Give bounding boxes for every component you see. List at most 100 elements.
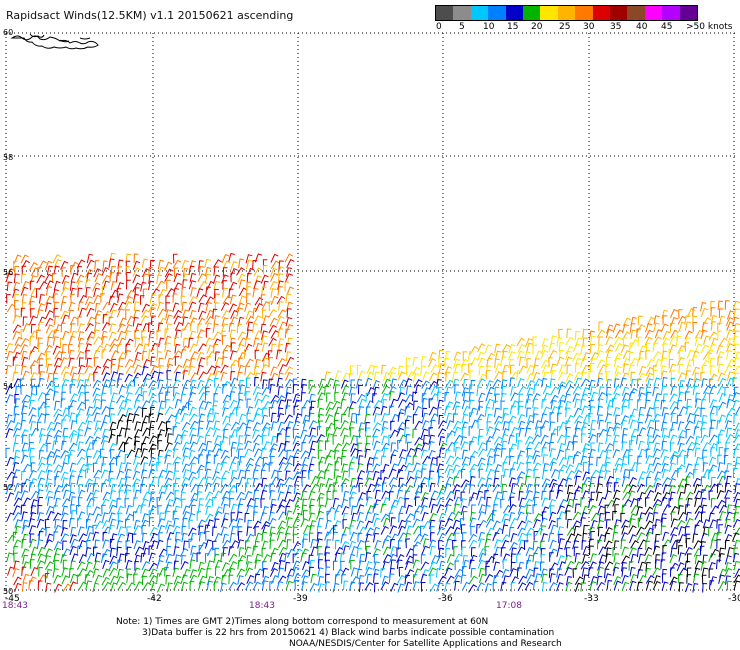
wind-barb: [188, 413, 198, 423]
wind-barb: [542, 385, 551, 395]
wind-barb: [38, 443, 48, 453]
wind-barb: [718, 547, 725, 558]
wind-barb: [237, 503, 243, 514]
wind-barb: [84, 343, 92, 353]
wind-barb: [221, 574, 227, 585]
wind-barb: [492, 379, 502, 388]
wind-barb: [46, 533, 54, 543]
wind-barb: [92, 282, 101, 292]
wind-barb: [286, 286, 294, 296]
lon-label: -30: [728, 594, 740, 604]
wind-barb: [628, 484, 637, 494]
wind-barb: [533, 441, 543, 451]
wind-barb: [84, 391, 90, 402]
wind-barb: [6, 303, 16, 313]
wind-barb: [660, 448, 668, 458]
wind-barb: [156, 539, 164, 550]
wind-barb: [6, 534, 16, 544]
wind-barb: [718, 315, 726, 326]
wind-barb: [582, 476, 592, 486]
wind-barb: [286, 548, 296, 558]
wind-barb: [732, 391, 740, 402]
wind-barb: [174, 531, 181, 542]
wind-barb: [558, 533, 563, 544]
wind-barb: [412, 574, 418, 584]
wind-barb: [356, 497, 364, 508]
wind-barb: [446, 490, 455, 500]
wind-barb: [174, 477, 181, 487]
wind-barb: [620, 377, 627, 388]
wind-barb: [21, 260, 30, 269]
wind-barb: [85, 350, 91, 360]
wind-barb: [39, 433, 46, 444]
wind-barb: [125, 309, 130, 319]
wind-barb: [694, 497, 701, 508]
wind-barb: [166, 498, 174, 509]
wind-barb: [486, 357, 493, 368]
wind-barb: [246, 321, 253, 331]
wind-barb: [540, 533, 548, 543]
wind-barb: [197, 504, 204, 514]
wind-barb: [332, 582, 340, 593]
wind-barb: [364, 377, 373, 387]
wind-barb: [325, 566, 331, 577]
wind-barb: [718, 337, 728, 347]
wind-barb: [78, 294, 88, 304]
wind-barb: [142, 373, 152, 383]
wind-barb: [533, 567, 539, 578]
lat-label: 54: [3, 382, 13, 391]
wind-barb: [212, 405, 218, 415]
wind-barb: [733, 462, 740, 472]
wind-barb: [150, 491, 156, 502]
wind-barb: [84, 365, 93, 374]
wind-barb: [733, 336, 739, 346]
wind-barb: [124, 349, 132, 360]
wind-barb: [165, 470, 173, 480]
wind-barb: [254, 391, 262, 402]
wind-barb: [494, 350, 502, 361]
wind-barb: [589, 335, 596, 346]
wind-barb: [222, 533, 229, 544]
wind-barb: [460, 436, 467, 446]
wind-barb: [604, 470, 611, 480]
wind-barb: [284, 552, 291, 563]
wind-barb: [396, 489, 403, 500]
wind-barb: [652, 342, 659, 353]
wind-barb: [644, 506, 654, 516]
wind-barb: [228, 546, 235, 556]
wind-barb: [692, 477, 701, 487]
wind-barb: [204, 524, 210, 534]
wind-barb: [230, 370, 236, 381]
wind-barb: [77, 372, 85, 382]
wind-barb: [317, 398, 323, 409]
wind-barb: [636, 506, 643, 516]
wind-barb: [566, 470, 576, 479]
wind-barb: [461, 426, 467, 437]
wind-barb: [188, 449, 196, 460]
wind-barb: [212, 540, 217, 551]
wind-barb: [686, 497, 693, 508]
wind-barb: [270, 399, 279, 410]
wind-barb: [365, 392, 371, 403]
wind-barb: [172, 456, 182, 466]
wind-barb: [324, 546, 330, 556]
wind-barb: [412, 581, 420, 591]
wind-barb: [142, 582, 152, 591]
wind-barb: [69, 316, 78, 326]
wind-barb: [484, 546, 490, 556]
wind-barb: [85, 448, 92, 458]
wind-barb: [517, 520, 526, 530]
wind-barb: [406, 525, 413, 535]
wind-barb: [348, 540, 357, 551]
wind-barb: [252, 469, 259, 479]
wind-barb: [324, 531, 332, 541]
wind-barb: [695, 392, 701, 403]
wind-barb: [405, 513, 415, 522]
wind-barb: [189, 406, 197, 416]
wind-barb: [342, 490, 350, 501]
wind-barb: [246, 526, 252, 536]
wind-barb: [206, 420, 213, 430]
wind-barb: [238, 279, 246, 289]
wind-barb: [190, 552, 198, 562]
